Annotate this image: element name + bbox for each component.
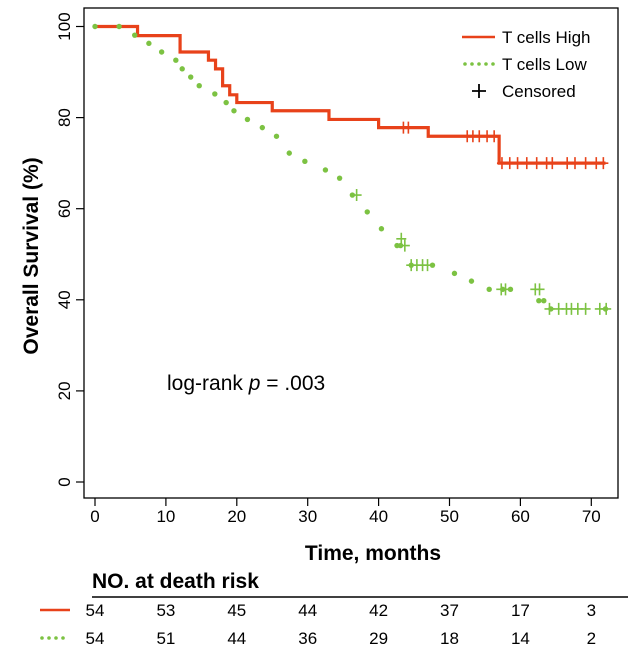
survival-point-t-cells-low [322,167,329,173]
survival-point-t-cells-low [486,286,492,293]
annotation-prefix: log-rank [167,372,249,395]
x-tick-label-60: 60 [511,507,530,526]
risk-value-t-cells-low: 44 [227,629,246,648]
risk-value-t-cells-high: 45 [227,601,246,620]
risk-value-t-cells-high: 53 [156,601,175,620]
risk-value-t-cells-high: 3 [587,601,596,620]
risk-table-rows: 54 53 45 44 42 37 17 3 54 51 44 36 29 18 14 2 [40,601,596,648]
y-tick-label-80: 80 [55,108,74,127]
risk-table-title: NO. at death risk [92,570,259,593]
censored-mark-t-cells-low [396,232,407,245]
risk-value-t-cells-low: 51 [156,629,175,648]
censored-mark-t-cells-low [601,302,612,315]
legend-label-high: T cells High [502,28,591,47]
survival-point-t-cells-low [196,83,202,89]
censored-mark-t-cells-low [399,239,410,252]
censored-mark-t-cells-low [580,302,591,315]
y-tick-label-40: 40 [55,290,74,309]
censored-mark-t-cells-low [351,189,362,202]
risk-value-t-cells-high: 17 [511,601,530,620]
x-tick-label-40: 40 [369,507,388,526]
survival-point-t-cells-low [273,133,280,139]
annotation-p-value-symbol: p [248,372,261,395]
risk-value-t-cells-low: 29 [369,629,388,648]
x-tick-label-0: 0 [90,507,99,526]
log-rank-annotation: log-rank p = .003 [167,372,325,395]
survival-point-t-cells-low [212,91,218,97]
censored-mark-t-cells-low [500,283,511,296]
survival-point-t-cells-low [231,108,237,114]
risk-value-t-cells-low: 54 [86,629,105,648]
plot-area [92,23,612,315]
plot-frame [83,7,619,499]
x-tick-label-70: 70 [582,507,601,526]
y-tick-label-0: 0 [55,477,74,486]
survival-point-t-cells-low [541,298,547,304]
survival-point-t-cells-low [336,175,343,181]
risk-value-t-cells-low: 14 [511,629,530,648]
x-axis-title: Time, months [305,542,441,565]
y-axis-title: Overall Survival (%) [20,157,43,354]
risk-value-t-cells-high: 37 [440,601,459,620]
risk-value-t-cells-low: 36 [298,629,317,648]
survival-point-t-cells-low [223,99,229,106]
survival-point-t-cells-low [302,158,308,165]
censored-mark-t-cells-high [547,157,558,170]
survival-point-t-cells-low [451,270,458,277]
censored-mark-t-cells-high [512,157,523,170]
censored-mark-t-cells-high [569,157,580,170]
risk-table: NO. at death risk 54 53 45 44 42 37 17 3 54 51 44 3… [40,570,628,648]
legend-label-low: T cells Low [502,55,587,74]
censored-mark-t-cells-low [534,283,545,296]
censored-mark-t-cells-high [489,130,500,143]
y-tick-label-60: 60 [55,199,74,218]
survival-point-t-cells-low [286,150,292,156]
survival-point-t-cells-low [188,74,194,80]
survival-point-t-cells-low [259,124,266,131]
censored-mark-t-cells-high [521,157,532,170]
censored-mark-t-cells-high [403,121,414,134]
x-tick-label-50: 50 [440,507,459,526]
survival-point-t-cells-low [92,23,98,30]
censored-mark-t-cells-low [422,259,433,272]
censored-mark-t-cells-high [580,157,591,170]
risk-value-t-cells-high: 42 [369,601,388,620]
censored-mark-t-cells-high [531,157,542,170]
survival-point-t-cells-low [244,116,251,123]
survival-point-t-cells-low [116,23,122,30]
survival-point-t-cells-low [468,278,475,284]
censored-mark-t-cells-low [544,302,555,315]
survival-point-t-cells-low [158,49,165,55]
risk-value-t-cells-low: 18 [440,629,459,648]
y-tick-label-20: 20 [55,381,74,400]
x-tick-label-30: 30 [298,507,317,526]
censored-mark-t-cells-high [598,157,609,170]
survival-point-t-cells-low [173,57,179,63]
axes: 0 10 20 30 40 50 60 70 0 20 40 60 80 100 [55,7,619,526]
risk-value-t-cells-high: 44 [298,601,317,620]
risk-value-t-cells-high: 54 [86,601,105,620]
y-tick-label-100: 100 [55,12,74,40]
risk-value-t-cells-low: 2 [587,629,596,648]
legend: T cells High T cells Low Censored [462,28,591,101]
survival-point-t-cells-low [364,209,370,215]
legend-censored-mark [472,84,486,98]
survival-point-t-cells-low [179,66,185,72]
x-tick-label-10: 10 [156,507,175,526]
survival-point-t-cells-low [146,40,152,47]
annotation-suffix: = .003 [260,372,325,395]
x-tick-label-20: 20 [227,507,246,526]
survival-point-t-cells-low [378,226,385,232]
legend-label-censored: Censored [502,82,576,101]
survival-point-t-cells-low [536,298,542,304]
survival-point-t-cells-low [132,32,138,38]
